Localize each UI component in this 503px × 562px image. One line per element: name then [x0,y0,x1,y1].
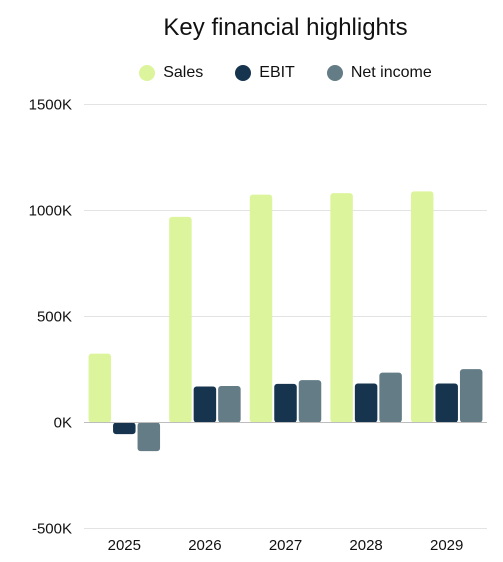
x-tick-label: 2025 [108,537,141,554]
legend: Sales EBIT Net income [84,64,487,82]
legend-swatch-ebit [235,65,252,81]
legend-label-ebit: EBIT [259,64,295,81]
bar[interactable] [137,422,161,452]
bar[interactable] [249,194,273,423]
x-tick-label: 2026 [188,537,221,554]
bar[interactable] [193,386,217,423]
x-tick-label: 2027 [269,537,302,554]
bar[interactable] [298,380,322,423]
legend-item-net-income[interactable]: Net income [326,64,432,82]
legend-item-ebit[interactable]: EBIT [235,64,295,82]
bar[interactable] [113,422,136,435]
y-tick-label: 0K [54,415,72,432]
legend-item-sales[interactable]: Sales [139,64,203,82]
legend-label-net-income: Net income [350,64,432,81]
bar[interactable] [88,353,112,423]
legend-label-sales: Sales [163,64,204,81]
x-tick-label: 2029 [430,537,463,554]
y-tick-label: 1000K [29,203,72,220]
bar[interactable] [354,383,378,423]
bar[interactable] [274,383,297,423]
chart-title: Key financial highlights [163,14,408,41]
y-tick-label: 500K [37,309,72,326]
x-tick-label: 2028 [349,537,382,554]
bar[interactable] [218,386,241,423]
bar[interactable] [459,369,483,423]
bar[interactable] [379,372,402,423]
y-tick-label: 1500K [29,97,72,114]
bar[interactable] [435,383,458,423]
bar[interactable] [410,191,434,423]
y-tick-label: -500K [32,521,72,538]
bar[interactable] [330,193,353,423]
legend-swatch-net-income [326,65,343,81]
bar[interactable] [169,216,192,423]
legend-swatch-sales [139,65,156,81]
